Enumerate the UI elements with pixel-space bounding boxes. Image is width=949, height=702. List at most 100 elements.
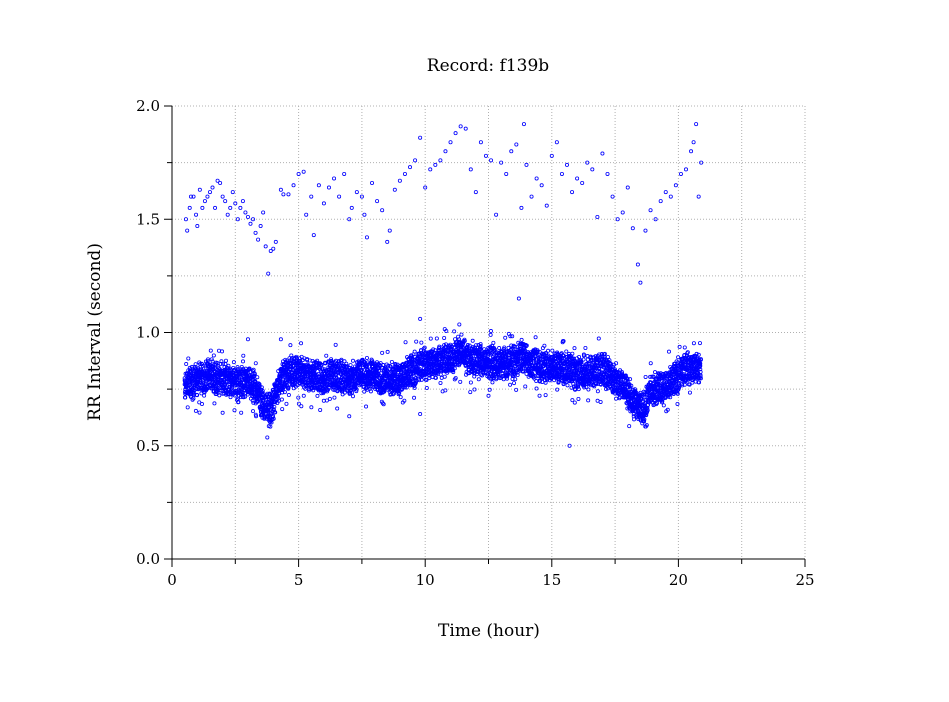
data-point xyxy=(543,344,546,347)
data-point xyxy=(262,211,265,214)
data-point xyxy=(504,336,507,339)
data-point xyxy=(636,263,639,266)
data-point xyxy=(443,336,446,339)
data-point xyxy=(419,317,422,320)
data-point xyxy=(684,168,687,171)
data-point xyxy=(272,247,275,250)
data-point xyxy=(644,375,647,378)
data-point xyxy=(469,381,472,384)
data-point xyxy=(310,195,313,198)
data-point xyxy=(363,390,366,393)
data-point xyxy=(697,195,700,198)
data-point xyxy=(334,343,337,346)
data-point xyxy=(525,163,528,166)
data-point xyxy=(530,195,533,198)
x-tick-label: 5 xyxy=(294,571,304,589)
data-point xyxy=(515,143,518,146)
data-point xyxy=(232,361,235,364)
data-point xyxy=(332,177,335,180)
data-point xyxy=(477,378,480,381)
data-point xyxy=(419,136,422,139)
data-point xyxy=(256,238,259,241)
data-point xyxy=(517,297,520,300)
data-point xyxy=(251,410,254,413)
data-point xyxy=(363,213,366,216)
data-point xyxy=(469,390,472,393)
data-point xyxy=(649,209,652,212)
data-point xyxy=(449,141,452,144)
data-point xyxy=(566,384,569,387)
data-point xyxy=(491,381,494,384)
data-point xyxy=(689,150,692,153)
data-point xyxy=(229,206,232,209)
data-point xyxy=(546,349,549,352)
data-point xyxy=(292,184,295,187)
data-point xyxy=(459,125,462,128)
data-point xyxy=(489,333,492,336)
data-point xyxy=(336,407,339,410)
data-point xyxy=(413,350,416,353)
data-point xyxy=(201,206,204,209)
data-point xyxy=(570,190,573,193)
data-point xyxy=(350,206,353,209)
data-point xyxy=(299,342,302,345)
data-point xyxy=(266,436,269,439)
data-point xyxy=(639,281,642,284)
data-point xyxy=(576,177,579,180)
data-point xyxy=(285,402,288,405)
data-point xyxy=(390,360,393,363)
data-point xyxy=(254,231,257,234)
data-point xyxy=(221,411,224,414)
data-point xyxy=(203,200,206,203)
data-point xyxy=(287,393,290,396)
data-point xyxy=(194,409,197,412)
data-point xyxy=(348,415,351,418)
data-point xyxy=(208,190,211,193)
data-point xyxy=(231,190,234,193)
data-point xyxy=(246,215,249,218)
data-point xyxy=(621,211,624,214)
data-point xyxy=(408,166,411,169)
x-tick-label: 25 xyxy=(795,571,814,589)
data-point xyxy=(239,206,242,209)
y-tick-label: 1.5 xyxy=(136,210,160,228)
x-tick-label: 10 xyxy=(416,571,435,589)
data-point xyxy=(209,349,212,352)
data-point xyxy=(573,347,576,350)
x-tick-label: 20 xyxy=(669,571,688,589)
data-point xyxy=(535,387,538,390)
data-point xyxy=(279,338,282,341)
data-point xyxy=(246,338,249,341)
data-point xyxy=(471,339,474,342)
data-point xyxy=(535,379,538,382)
data-point xyxy=(220,350,223,353)
data-point xyxy=(667,350,670,353)
data-point xyxy=(316,394,319,397)
data-point xyxy=(365,356,368,359)
data-point xyxy=(206,195,209,198)
data-point xyxy=(649,362,652,365)
data-point xyxy=(200,402,203,405)
data-point xyxy=(484,154,487,157)
data-point xyxy=(474,190,477,193)
data-point xyxy=(224,359,227,362)
y-tick-label: 0.0 xyxy=(136,550,160,568)
data-point xyxy=(267,272,270,275)
data-point xyxy=(508,383,511,386)
data-point xyxy=(194,213,197,216)
data-point xyxy=(581,181,584,184)
data-point xyxy=(305,213,308,216)
data-point xyxy=(264,245,267,248)
data-point xyxy=(596,390,599,393)
data-point xyxy=(434,163,437,166)
data-point xyxy=(674,184,677,187)
data-point xyxy=(540,184,543,187)
data-point xyxy=(338,195,341,198)
data-point xyxy=(587,399,590,402)
data-point xyxy=(662,404,665,407)
data-point xyxy=(444,150,447,153)
data-point xyxy=(274,240,277,243)
data-point xyxy=(577,397,580,400)
data-point xyxy=(198,411,201,414)
